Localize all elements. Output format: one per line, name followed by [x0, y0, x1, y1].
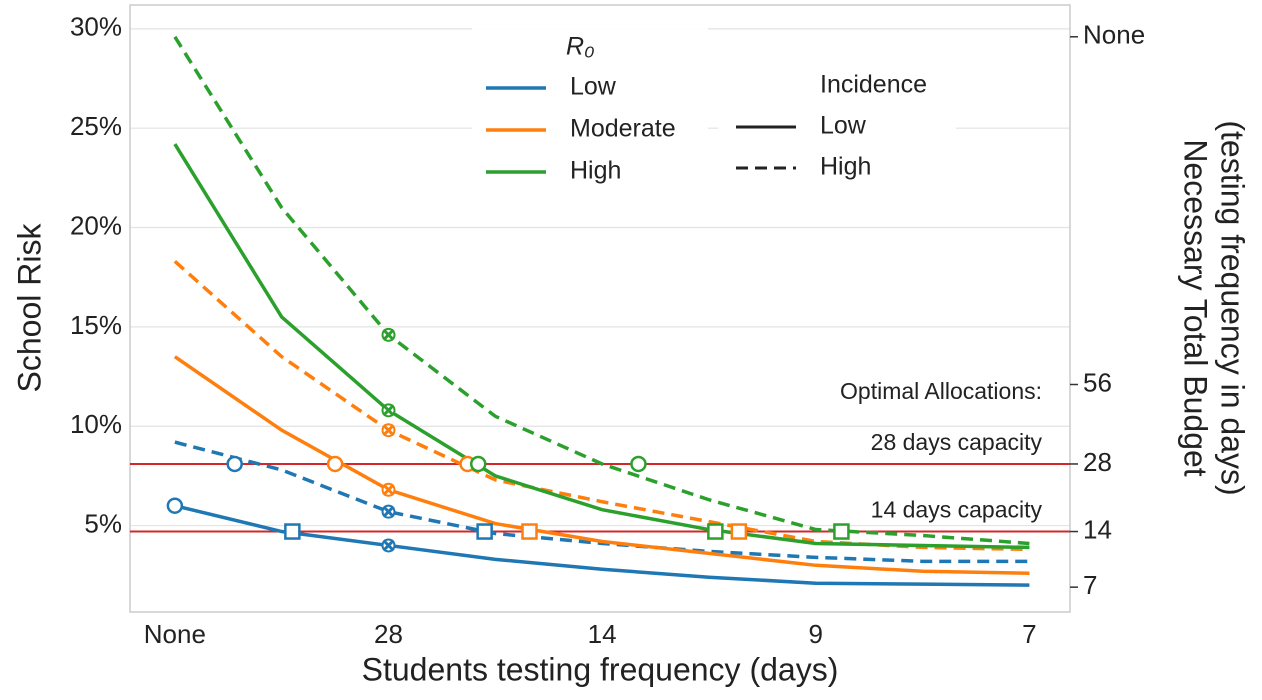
y-tick-label: 25% — [70, 111, 122, 141]
cross-marker — [381, 327, 396, 342]
optimal-28-marker — [226, 455, 243, 473]
x-tick-label: None — [144, 619, 206, 649]
y2-axis-label: Necessary Total Budget — [1178, 139, 1214, 476]
legend-label: High — [820, 153, 871, 181]
y-axis-label: School Risk — [11, 223, 47, 393]
cross-marker — [381, 482, 396, 497]
legend-title: R₀ — [566, 33, 595, 61]
series-line — [174, 440, 1030, 564]
cross-x — [382, 483, 395, 496]
optimal-28-marker — [166, 497, 184, 514]
y2-tick-label: 14 — [1083, 514, 1112, 544]
y2-tick-label: 7 — [1083, 570, 1097, 600]
x-tick-label: 9 — [809, 619, 823, 649]
cross-x — [382, 539, 395, 552]
optimal-14-marker — [476, 523, 493, 540]
optimal-28-marker — [630, 455, 647, 473]
x-tick-label: 28 — [374, 619, 403, 649]
plot-frame — [129, 4, 1071, 613]
y2-tick-label: None — [1083, 20, 1145, 50]
legend-box — [472, 18, 708, 193]
optimal-28-marker — [469, 455, 487, 473]
series-line — [173, 35, 1030, 546]
cross-x — [382, 505, 395, 518]
optimal-14-marker — [284, 523, 301, 540]
y2-tick-label: 28 — [1083, 447, 1112, 477]
y-tick-label: 20% — [70, 210, 122, 240]
reference-label: 28 days capacity — [871, 429, 1043, 455]
cross-x — [382, 404, 395, 417]
optimal-14-marker — [730, 523, 748, 540]
cross-marker — [381, 538, 396, 553]
series-line — [174, 504, 1030, 587]
legend-label: Low — [820, 112, 867, 140]
legend-title: Incidence — [820, 71, 927, 99]
x-tick-label: 14 — [588, 619, 617, 649]
cross-marker — [381, 403, 396, 418]
x-axis-label: Students testing frequency (days) — [362, 651, 839, 687]
series-line — [173, 355, 1030, 576]
cross-marker — [381, 504, 396, 519]
legend-label: High — [570, 157, 621, 185]
legend-label: Low — [570, 73, 617, 101]
cross-x — [382, 328, 395, 341]
series-line — [173, 143, 1030, 550]
y-tick-label: 15% — [70, 310, 122, 340]
x-tick-label: 7 — [1022, 619, 1036, 649]
optimal-14-marker — [521, 523, 538, 540]
y2-axis-label: (testing frequency in days) — [1215, 120, 1251, 495]
y-tick-label: 10% — [70, 409, 122, 439]
y-tick-label: 30% — [70, 12, 122, 42]
reference-label: 14 days capacity — [871, 497, 1043, 523]
y-tick-label: 5% — [84, 508, 122, 538]
optimal-14-marker — [833, 523, 850, 540]
legend-label: Moderate — [570, 115, 676, 143]
optimal-28-marker — [326, 455, 344, 473]
cross-marker — [381, 423, 396, 438]
cross-x — [382, 424, 395, 437]
annotation: Optimal Allocations: — [840, 378, 1042, 404]
optimal-14-marker — [707, 523, 724, 540]
y2-tick-label: 56 — [1083, 367, 1112, 397]
